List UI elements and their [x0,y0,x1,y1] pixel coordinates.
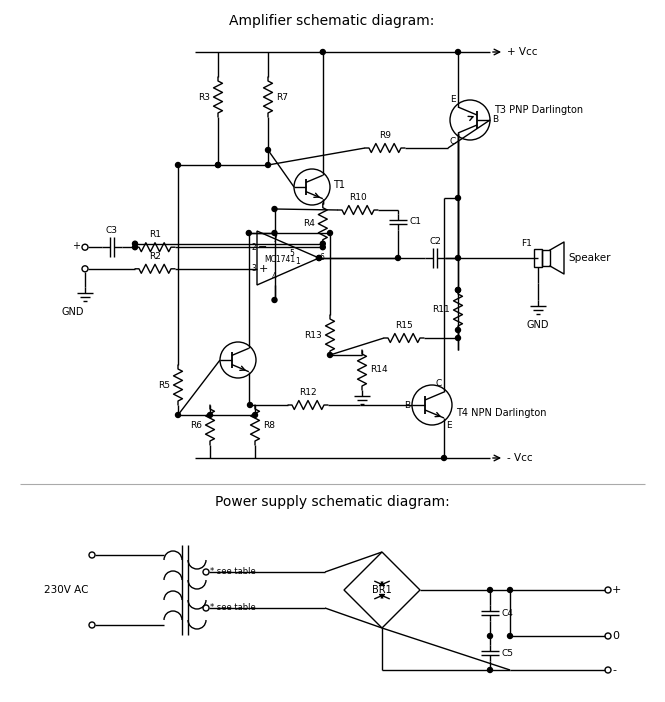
Text: MC1741: MC1741 [265,256,295,265]
Text: BR1: BR1 [372,585,392,595]
Text: C: C [450,137,456,146]
Text: Speaker: Speaker [568,253,610,263]
Text: T3 PNP Darlington: T3 PNP Darlington [494,105,583,115]
Text: R12: R12 [299,388,317,397]
Text: 5: 5 [289,249,295,258]
Circle shape [132,241,138,246]
Text: 230V AC: 230V AC [43,585,88,595]
Circle shape [487,668,493,673]
Circle shape [247,402,253,407]
Text: +: + [612,585,621,595]
Circle shape [327,352,332,357]
Circle shape [176,162,180,168]
Circle shape [132,245,138,250]
Text: R13: R13 [305,331,322,340]
Text: B: B [492,116,498,124]
Text: R8: R8 [263,420,275,430]
Text: R14: R14 [370,366,388,374]
Circle shape [272,298,277,303]
Circle shape [456,288,460,293]
Text: E: E [450,95,456,104]
Text: 2: 2 [251,243,256,252]
Text: C3: C3 [106,226,118,235]
Text: GND: GND [527,320,549,330]
Circle shape [507,588,513,592]
Text: E: E [446,421,452,430]
Text: 7: 7 [272,235,277,244]
Text: R10: R10 [349,193,367,202]
Text: +: + [72,241,80,251]
Text: * see table: * see table [210,604,256,613]
Text: Power supply schematic diagram:: Power supply schematic diagram: [215,495,450,509]
Text: R7: R7 [276,93,288,102]
Circle shape [507,633,513,639]
Text: −: − [258,242,268,252]
Circle shape [246,230,251,235]
Circle shape [456,328,460,333]
Circle shape [317,256,321,260]
Text: T4 NPN Darlington: T4 NPN Darlington [456,408,547,418]
Bar [534,249,542,267]
Circle shape [487,633,493,639]
Text: - Vcc: - Vcc [507,453,533,463]
Text: 1: 1 [296,258,301,267]
Circle shape [487,588,493,592]
Circle shape [321,245,325,250]
Circle shape [442,456,446,461]
Text: R9: R9 [379,131,391,140]
Text: 3: 3 [251,264,256,273]
Text: 0: 0 [612,631,619,641]
Circle shape [272,206,277,211]
Circle shape [272,230,277,235]
Circle shape [215,162,221,168]
Text: B: B [404,401,410,409]
Circle shape [456,288,460,293]
Circle shape [456,195,460,201]
Circle shape [456,336,460,340]
Text: Amplifier schematic diagram:: Amplifier schematic diagram: [229,14,435,28]
Circle shape [207,413,213,418]
Circle shape [396,256,400,260]
Text: C4: C4 [501,609,513,618]
Circle shape [317,256,321,260]
Text: R11: R11 [432,305,450,314]
Text: R2: R2 [149,252,161,261]
Text: F1: F1 [521,239,532,248]
Circle shape [265,147,271,152]
Text: R6: R6 [190,420,202,430]
Circle shape [321,50,325,55]
Circle shape [456,256,460,260]
Text: 6: 6 [320,253,325,263]
Text: T1: T1 [333,180,345,190]
Text: R1: R1 [149,230,161,239]
Text: R15: R15 [395,321,413,330]
Text: * see table: * see table [210,567,256,576]
Circle shape [215,162,221,168]
Text: -: - [612,665,616,675]
Text: R4: R4 [303,219,315,228]
Text: R3: R3 [198,93,210,102]
Text: C: C [436,379,442,388]
Bar [542,250,550,266]
Circle shape [456,50,460,55]
Circle shape [327,230,332,235]
Text: 4: 4 [272,272,277,281]
Circle shape [176,413,180,418]
Text: + Vcc: + Vcc [507,47,537,57]
Circle shape [321,241,325,246]
Text: C5: C5 [501,649,513,658]
Text: R5: R5 [158,380,170,390]
Text: GND: GND [62,307,84,317]
Circle shape [253,413,257,418]
Text: C1: C1 [409,218,421,227]
Circle shape [265,162,271,168]
Text: +: + [258,264,268,274]
Text: C2: C2 [429,237,441,246]
